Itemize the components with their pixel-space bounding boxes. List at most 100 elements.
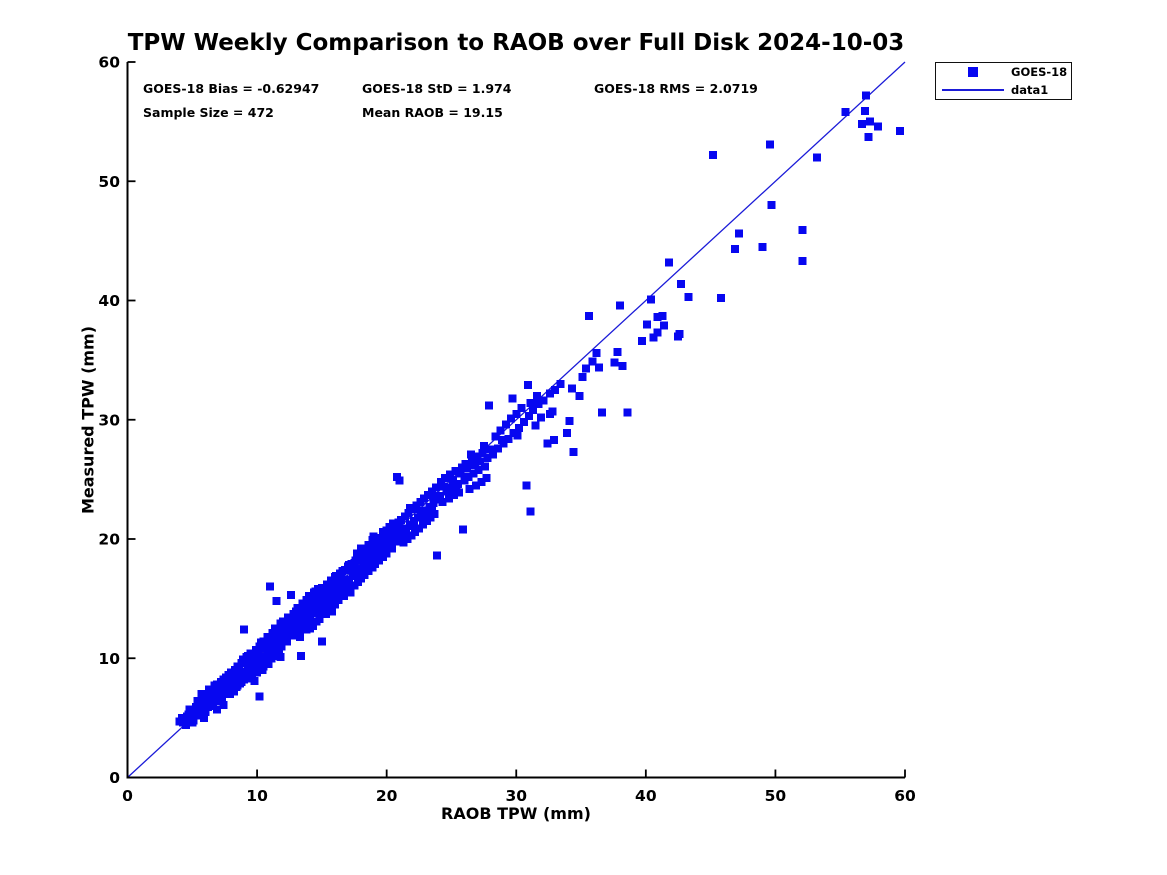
scatter-point [858,120,867,129]
scatter-point [201,691,210,700]
scatter-point [299,601,308,610]
scatter-point [313,608,322,617]
scatter-point [267,654,276,663]
scatter-point [183,712,192,721]
scatter-point [461,459,470,468]
legend-line-sample-icon [942,89,1004,91]
scatter-point [387,544,396,553]
scatter-point [435,492,444,501]
scatter-point [343,577,352,586]
scatter-point [526,507,535,516]
scatter-point [311,587,320,596]
scatter-point [358,566,367,575]
scatter-point [665,258,674,267]
scatter-point [512,409,521,418]
scatter-point [522,481,531,490]
y-tick-label: 40 [98,292,120,310]
scatter-point [532,391,541,400]
scatter-point [380,536,389,545]
scatter-point [526,399,535,408]
scatter-point [452,482,461,491]
scatter-point [229,687,238,696]
scatter-point [368,536,377,545]
scatter-point [812,153,821,162]
scatter-point [266,582,275,591]
scatter-point [507,414,516,423]
legend-entry-data1: data1 [936,81,1071,99]
scatter-point [367,545,376,554]
scatter-point [562,428,571,437]
scatter-point [637,337,646,346]
x-tick-label: 0 [122,787,133,805]
scatter-point [210,681,219,690]
scatter-point [588,357,597,366]
scatter-point [240,625,249,634]
scatter-point [317,637,326,646]
scatter-point [297,651,306,660]
scatter-point [231,678,240,687]
scatter-point [282,637,291,646]
scatter-point [551,385,560,394]
scatter-point [365,558,374,567]
x-tick-label: 20 [376,787,398,805]
scatter-point [520,418,529,427]
scatter-point [485,401,494,410]
scatter-point [482,474,491,483]
scatter-point [798,257,807,266]
scatter-point [477,477,486,486]
scatter-point [491,432,500,441]
scatter-point [247,655,256,664]
scatter-point [321,610,330,619]
scatter-point [653,328,662,337]
scatter-point [556,379,565,388]
scatter-point [238,655,247,664]
x-tick-label: 60 [894,787,916,805]
scatter-point [767,201,776,210]
scatter-point [463,464,472,473]
scatter-point [307,608,316,617]
scatter-point [236,667,245,676]
scatter-point [189,716,198,725]
scatter-point [232,682,241,691]
scatter-point [395,476,404,485]
scatter-point [841,108,850,117]
scatter-point [483,453,492,462]
y-tick-label: 0 [109,769,120,787]
scatter-point [488,450,497,459]
scatter-point [320,605,329,614]
scatter-point [501,420,510,429]
scatter-point [312,601,321,610]
scatter-point [567,384,576,393]
scatter-point [221,673,230,682]
scatter-point [334,595,343,604]
scatter-point [504,434,513,443]
scatter-point [618,362,627,371]
scatter-point [337,586,346,595]
scatter-point [517,403,526,412]
scatter-point [592,348,601,357]
x-tick-label: 50 [765,787,787,805]
scatter-point [308,594,317,603]
scatter-point [262,643,271,652]
scatter-point [428,503,437,512]
scatter-point [345,561,354,570]
scatter-point [473,452,482,461]
scatter-point [481,462,490,471]
scatter-point [209,699,218,708]
scatter-point [464,472,473,481]
scatter-point [456,469,465,478]
scatter-point [569,447,578,456]
scatter-point [391,537,400,546]
scatter-point [288,614,297,623]
scatter-point [860,106,869,115]
scatter-point [273,637,282,646]
scatter-point [450,490,459,499]
scatter-point [659,321,668,330]
scatter-point [444,494,453,503]
scatter-point [758,242,767,251]
scatter-point [653,313,662,322]
scatter-point [545,389,554,398]
scatter-point [382,549,391,558]
scatter-point [386,526,395,535]
